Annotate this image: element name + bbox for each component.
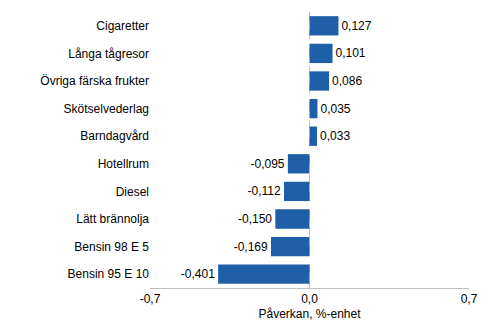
svg-text:0,0: 0,0 — [301, 292, 318, 306]
svg-text:-0,095: -0,095 — [250, 157, 284, 171]
svg-text:-0,169: -0,169 — [234, 240, 268, 254]
svg-text:Barndagvård: Barndagvård — [80, 129, 149, 143]
svg-text:Hotellrum: Hotellrum — [98, 157, 149, 171]
svg-text:0,033: 0,033 — [320, 129, 350, 143]
svg-text:-0,401: -0,401 — [181, 267, 215, 281]
svg-text:-0,150: -0,150 — [238, 212, 272, 226]
svg-text:Diesel: Diesel — [116, 185, 149, 199]
svg-text:0,7: 0,7 — [461, 292, 478, 306]
svg-text:-0,112: -0,112 — [248, 184, 281, 198]
svg-text:Långa tågresor: Långa tågresor — [68, 47, 149, 61]
svg-text:0,101: 0,101 — [336, 46, 366, 60]
svg-text:-0,7: -0,7 — [140, 292, 161, 306]
svg-text:0,127: 0,127 — [341, 19, 371, 33]
svg-text:Lätt brännolja: Lätt brännolja — [76, 212, 149, 226]
svg-text:0,035: 0,035 — [320, 102, 350, 116]
svg-text:Cigaretter: Cigaretter — [96, 19, 149, 33]
svg-text:0,086: 0,086 — [332, 74, 362, 88]
svg-text:Övriga färska frukter: Övriga färska frukter — [40, 74, 149, 88]
svg-text:Skötselvederlag: Skötselvederlag — [64, 102, 149, 116]
svg-text:Bensin 95 E 10: Bensin 95 E 10 — [68, 267, 150, 281]
svg-text:Påverkan, %-enhet: Påverkan, %-enhet — [258, 307, 361, 321]
svg-text:Bensin 98 E 5: Bensin 98 E 5 — [74, 240, 149, 254]
